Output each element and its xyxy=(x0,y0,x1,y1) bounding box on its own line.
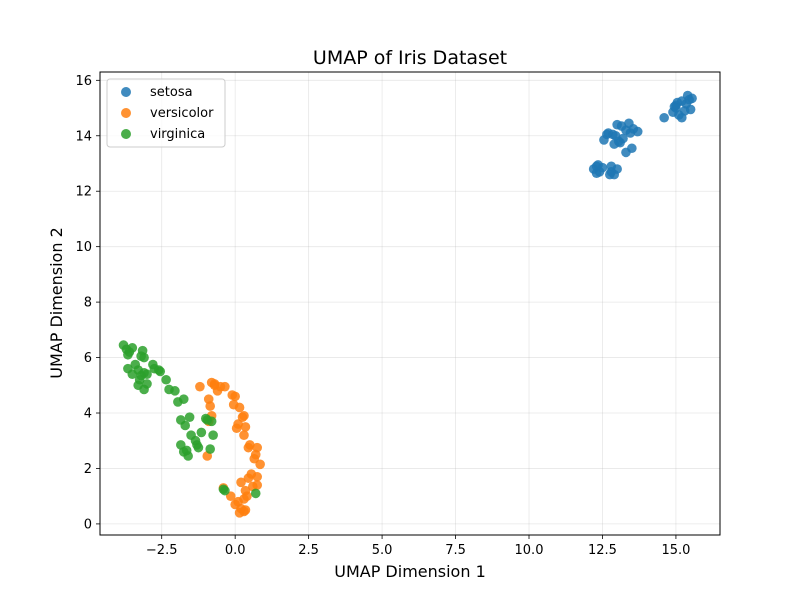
legend-marker-setosa xyxy=(121,87,131,97)
data-point-virginica xyxy=(170,386,180,396)
data-point-versicolor xyxy=(230,499,240,510)
y-tick-label: 12 xyxy=(75,185,92,200)
legend-marker-versicolor xyxy=(121,108,131,118)
data-point-setosa xyxy=(659,112,669,123)
y-tick-label: 4 xyxy=(84,407,92,422)
grid xyxy=(100,72,720,535)
x-tick-label: 7.5 xyxy=(445,543,466,558)
y-tick-label: 14 xyxy=(75,129,92,144)
data-point-setosa xyxy=(593,160,603,170)
data-point-virginica xyxy=(250,488,261,499)
y-tick-label: 2 xyxy=(84,462,92,477)
data-point-virginica xyxy=(196,427,207,438)
data-point-virginica xyxy=(181,445,192,456)
data-point-versicolor xyxy=(240,505,251,515)
legend-label-setosa: setosa xyxy=(150,85,193,100)
data-point-virginica xyxy=(208,430,218,440)
series-virginica xyxy=(118,340,261,499)
chart-title: UMAP of Iris Dataset xyxy=(313,47,507,69)
data-point-virginica xyxy=(155,366,166,377)
x-tick-label: 5.0 xyxy=(372,543,393,558)
data-point-virginica xyxy=(200,413,211,424)
data-point-versicolor xyxy=(243,442,254,453)
x-axis-label: UMAP Dimension 1 xyxy=(334,562,486,581)
data-point-versicolor xyxy=(240,422,251,432)
x-tick-label: −2.5 xyxy=(146,543,178,558)
legend-label-versicolor: versicolor xyxy=(150,106,214,121)
legend: setosa versicolor virginica xyxy=(106,78,226,148)
x-tick-label: 12.5 xyxy=(588,543,617,558)
data-point-setosa xyxy=(612,164,622,174)
data-point-virginica xyxy=(142,379,152,389)
data-point-versicolor xyxy=(209,380,220,391)
legend-box xyxy=(106,78,226,148)
data-point-virginica xyxy=(184,412,195,422)
y-tick-label: 6 xyxy=(84,351,92,366)
y-axis-label: UMAP Dimension 2 xyxy=(47,227,66,379)
data-point-versicolor xyxy=(195,381,205,392)
data-point-virginica xyxy=(178,394,189,404)
data-point-setosa xyxy=(602,129,612,140)
data-point-setosa xyxy=(681,99,692,109)
y-tick-label: 16 xyxy=(75,74,92,89)
plot-frame xyxy=(99,71,721,536)
data-point-virginica xyxy=(127,343,138,353)
y-tick-label: 10 xyxy=(75,240,92,255)
data-point-versicolor xyxy=(231,423,242,434)
data-point-virginica xyxy=(193,442,204,453)
axis-ticks: −2.5 0.0 2.5 5.0 7.5 10.0 12.5 15.0 0 2 4 6 8 10 12 14 1… xyxy=(75,74,690,558)
x-tick-label: 0.0 xyxy=(225,543,246,558)
scatter-points xyxy=(118,90,697,518)
x-tick-label: 2.5 xyxy=(298,543,319,558)
x-tick-label: 15.0 xyxy=(661,543,690,558)
data-point-virginica xyxy=(205,444,215,454)
series-setosa xyxy=(588,90,697,180)
series-versicolor xyxy=(195,377,265,518)
data-point-versicolor xyxy=(236,477,246,488)
data-point-setosa xyxy=(605,169,615,180)
legend-label-virginica: virginica xyxy=(150,127,205,142)
data-point-virginica xyxy=(161,374,171,385)
data-point-virginica xyxy=(180,420,191,431)
legend-marker-virginica xyxy=(121,129,131,139)
data-point-setosa xyxy=(671,103,681,113)
data-point-virginica xyxy=(220,485,230,496)
data-point-versicolor xyxy=(252,471,263,482)
data-point-virginica xyxy=(142,369,152,379)
data-point-versicolor xyxy=(255,459,265,470)
data-point-virginica xyxy=(127,369,138,379)
data-point-versicolor xyxy=(205,401,215,411)
data-point-versicolor xyxy=(239,410,249,421)
data-point-versicolor xyxy=(239,430,249,440)
data-point-setosa xyxy=(627,143,637,154)
x-tick-label: 10.0 xyxy=(515,543,544,558)
data-point-virginica xyxy=(123,349,133,360)
data-point-setosa xyxy=(632,126,643,137)
data-point-versicolor xyxy=(220,381,230,392)
data-point-versicolor xyxy=(230,391,240,402)
data-point-versicolor xyxy=(234,402,245,413)
data-point-setosa xyxy=(613,136,624,147)
data-point-versicolor xyxy=(243,473,254,483)
data-point-virginica xyxy=(136,351,146,361)
y-tick-label: 8 xyxy=(84,296,92,311)
y-tick-label: 0 xyxy=(84,517,92,532)
